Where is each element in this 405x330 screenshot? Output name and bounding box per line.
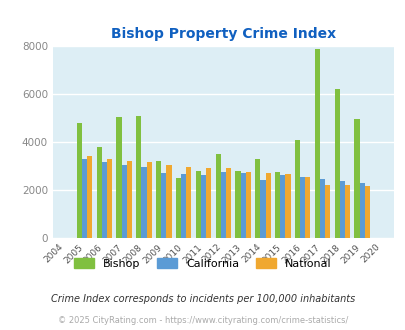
Bar <box>314 49 319 238</box>
Bar <box>279 176 285 238</box>
Bar <box>161 173 166 238</box>
Bar <box>235 171 240 238</box>
Bar <box>319 179 324 238</box>
Bar <box>87 156 92 238</box>
Bar <box>215 154 220 238</box>
Bar <box>339 182 344 238</box>
Bar <box>354 119 359 238</box>
Bar <box>116 117 121 238</box>
Bar <box>265 173 270 238</box>
Bar <box>156 161 161 238</box>
Bar <box>359 182 364 238</box>
Bar <box>166 165 171 238</box>
Bar <box>324 185 329 238</box>
Bar <box>364 186 369 238</box>
Bar <box>220 172 225 238</box>
Bar <box>240 173 245 238</box>
Bar <box>245 172 250 238</box>
Bar <box>260 180 265 238</box>
Bar <box>77 123 82 238</box>
Bar <box>186 167 191 238</box>
Bar <box>146 162 151 238</box>
Bar <box>206 168 211 238</box>
Bar <box>96 147 102 238</box>
Legend: Bishop, California, National: Bishop, California, National <box>70 254 335 273</box>
Bar <box>344 185 349 238</box>
Bar <box>299 177 305 238</box>
Bar <box>181 174 186 238</box>
Bar <box>195 171 200 238</box>
Bar <box>334 89 339 238</box>
Bar <box>274 172 279 238</box>
Bar <box>285 174 290 238</box>
Bar <box>305 177 309 238</box>
Text: © 2025 CityRating.com - https://www.cityrating.com/crime-statistics/: © 2025 CityRating.com - https://www.city… <box>58 316 347 325</box>
Bar <box>225 168 230 238</box>
Bar <box>126 161 132 238</box>
Bar <box>136 115 141 238</box>
Bar <box>107 159 112 238</box>
Bar <box>200 176 206 238</box>
Bar <box>82 159 87 238</box>
Bar <box>255 159 260 238</box>
Bar <box>294 140 299 238</box>
Bar <box>141 167 146 238</box>
Bar <box>175 178 181 238</box>
Bar <box>102 162 107 238</box>
Title: Bishop Property Crime Index: Bishop Property Crime Index <box>111 27 335 41</box>
Text: Crime Index corresponds to incidents per 100,000 inhabitants: Crime Index corresponds to incidents per… <box>51 294 354 304</box>
Bar <box>121 165 126 238</box>
